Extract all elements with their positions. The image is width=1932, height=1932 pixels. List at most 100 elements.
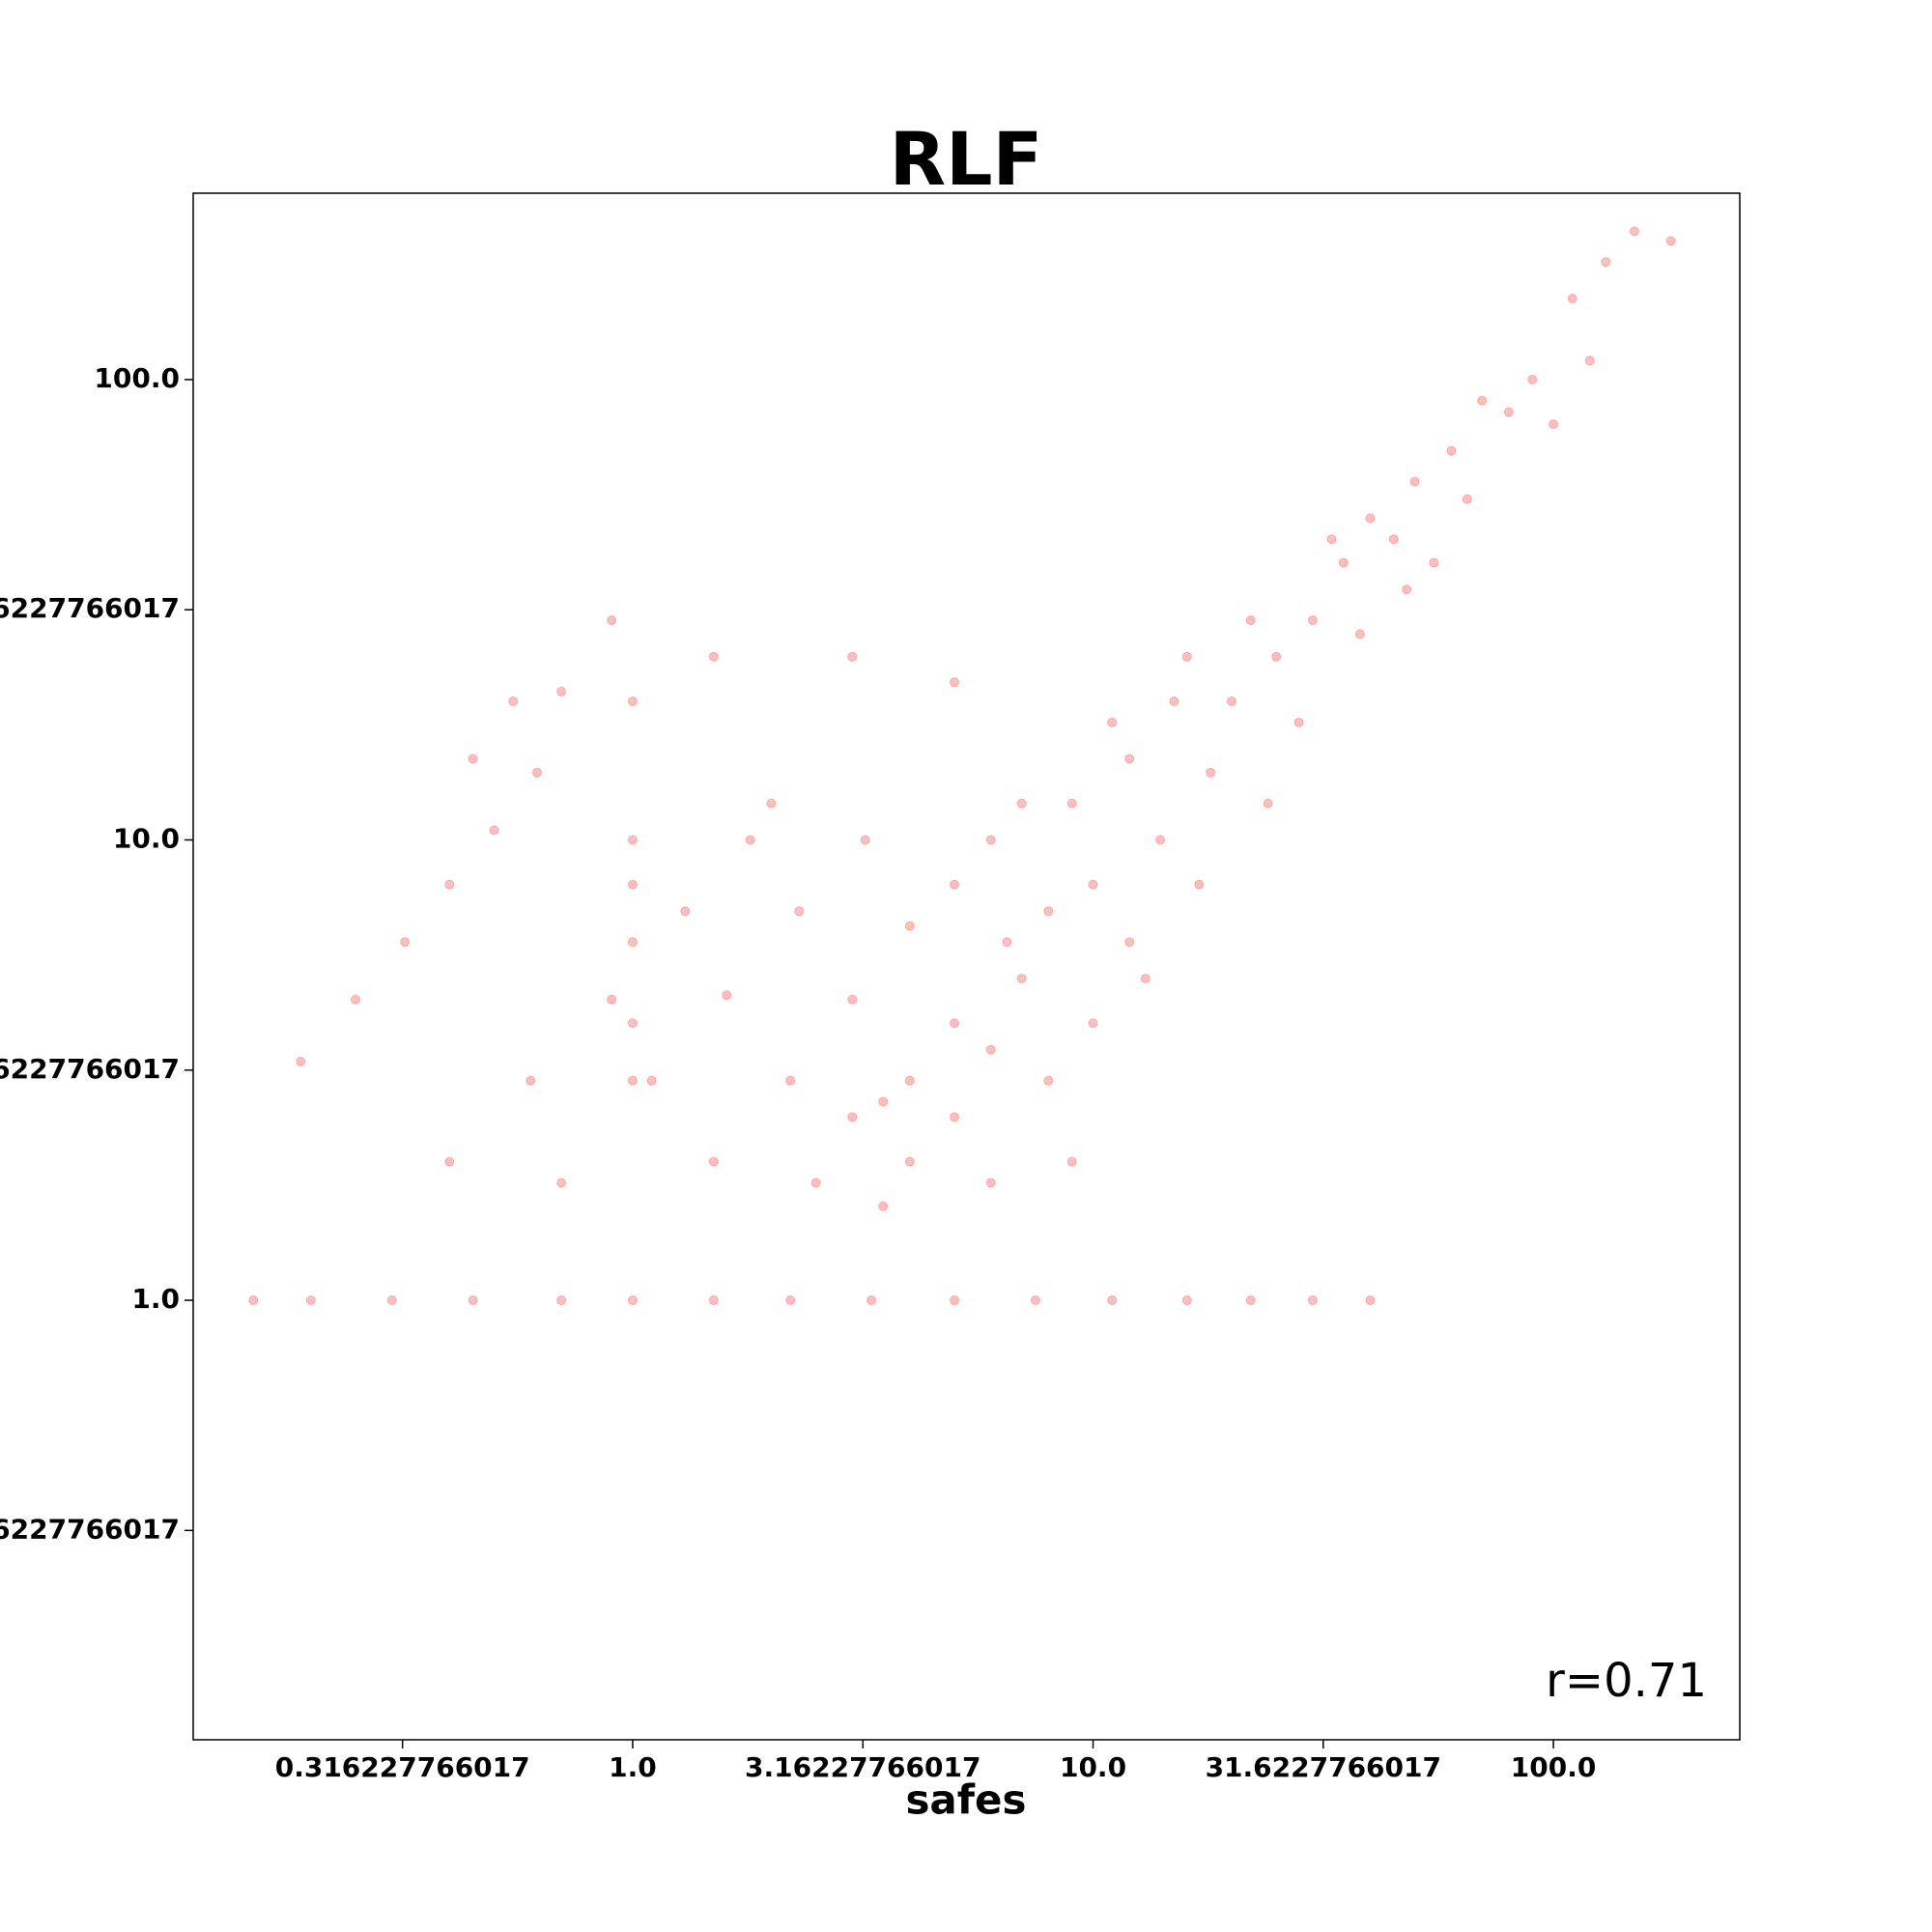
point	[867, 1295, 877, 1306]
point	[1365, 1295, 1376, 1306]
point	[680, 906, 691, 917]
point	[904, 921, 915, 931]
point	[745, 835, 755, 845]
point	[1365, 513, 1376, 524]
point	[847, 651, 858, 662]
x-tick-label: 1.0	[609, 1751, 657, 1783]
point	[1043, 1075, 1054, 1086]
point	[1326, 534, 1337, 545]
point	[1016, 973, 1027, 983]
x-tick-label: 100.0	[1511, 1751, 1597, 1783]
point	[1293, 717, 1304, 727]
y-tick-label: 10.0	[113, 822, 180, 854]
x-tick-label: 10.0	[1060, 1751, 1126, 1783]
point	[1271, 651, 1282, 662]
point	[1107, 1295, 1118, 1306]
y-tick-label: 100.0	[94, 362, 180, 394]
point	[1245, 1295, 1256, 1306]
x-axis-label: safes	[905, 1776, 1026, 1824]
point	[950, 1112, 960, 1122]
point	[766, 798, 777, 809]
point	[1066, 1156, 1077, 1167]
point	[627, 937, 638, 948]
point	[1402, 584, 1412, 595]
point	[794, 906, 805, 917]
point	[627, 696, 638, 707]
point	[296, 1056, 306, 1066]
point	[1066, 798, 1077, 809]
point	[722, 990, 732, 1001]
point	[950, 1295, 960, 1306]
point	[785, 1295, 796, 1306]
point	[1181, 1295, 1192, 1306]
y-tick-label: 3.16227766017	[0, 1053, 180, 1085]
point	[708, 651, 719, 662]
point	[556, 1295, 567, 1306]
point	[950, 1018, 960, 1029]
point	[248, 1295, 259, 1306]
y-tick-label: 1.0	[131, 1283, 180, 1315]
point	[1527, 374, 1538, 384]
point	[1002, 937, 1012, 948]
point	[1429, 557, 1439, 568]
point	[627, 879, 638, 890]
point	[1503, 407, 1514, 417]
point	[556, 1178, 567, 1188]
point	[489, 825, 499, 836]
point	[708, 1295, 719, 1306]
point	[1601, 257, 1611, 268]
point	[950, 677, 960, 688]
chart-title: RLF	[890, 116, 1043, 202]
point	[985, 1178, 996, 1188]
point	[985, 835, 996, 845]
point	[468, 1295, 478, 1306]
point	[627, 835, 638, 845]
point	[904, 1156, 915, 1167]
point	[1226, 696, 1236, 707]
point	[1181, 651, 1192, 662]
point	[1194, 879, 1205, 890]
y-tick-label: 31.6227766017	[0, 592, 180, 624]
point	[627, 1295, 638, 1306]
point	[1206, 767, 1216, 778]
point	[1016, 798, 1027, 809]
point	[1263, 798, 1273, 809]
point	[1462, 494, 1472, 504]
x-tick-label: 31.6227766017	[1206, 1751, 1441, 1783]
x-tick-label: 0.316227766017	[275, 1751, 530, 1783]
point	[532, 767, 543, 778]
point	[351, 994, 361, 1005]
point	[1665, 236, 1676, 246]
point	[444, 879, 455, 890]
point	[1629, 226, 1639, 237]
point	[1245, 615, 1256, 626]
point	[1307, 1295, 1318, 1306]
point	[904, 1075, 915, 1086]
point	[1354, 629, 1365, 639]
points	[248, 226, 1676, 1306]
point	[386, 1295, 397, 1306]
plot-frame	[192, 192, 1741, 1741]
point	[607, 615, 617, 626]
point	[1169, 696, 1179, 707]
point	[1567, 294, 1577, 304]
point	[1124, 937, 1135, 948]
point	[607, 994, 617, 1005]
point	[1446, 445, 1457, 456]
point	[810, 1178, 821, 1188]
point	[847, 994, 858, 1005]
point	[1477, 395, 1488, 406]
point	[468, 753, 478, 764]
point	[1338, 557, 1349, 568]
point	[1584, 355, 1595, 366]
point	[1088, 1018, 1098, 1029]
x-tick-label: 3.16227766017	[745, 1751, 980, 1783]
point	[400, 937, 411, 948]
point	[305, 1295, 316, 1306]
point	[1088, 879, 1098, 890]
point	[1409, 476, 1420, 487]
point	[1388, 534, 1399, 545]
point	[627, 1018, 638, 1029]
